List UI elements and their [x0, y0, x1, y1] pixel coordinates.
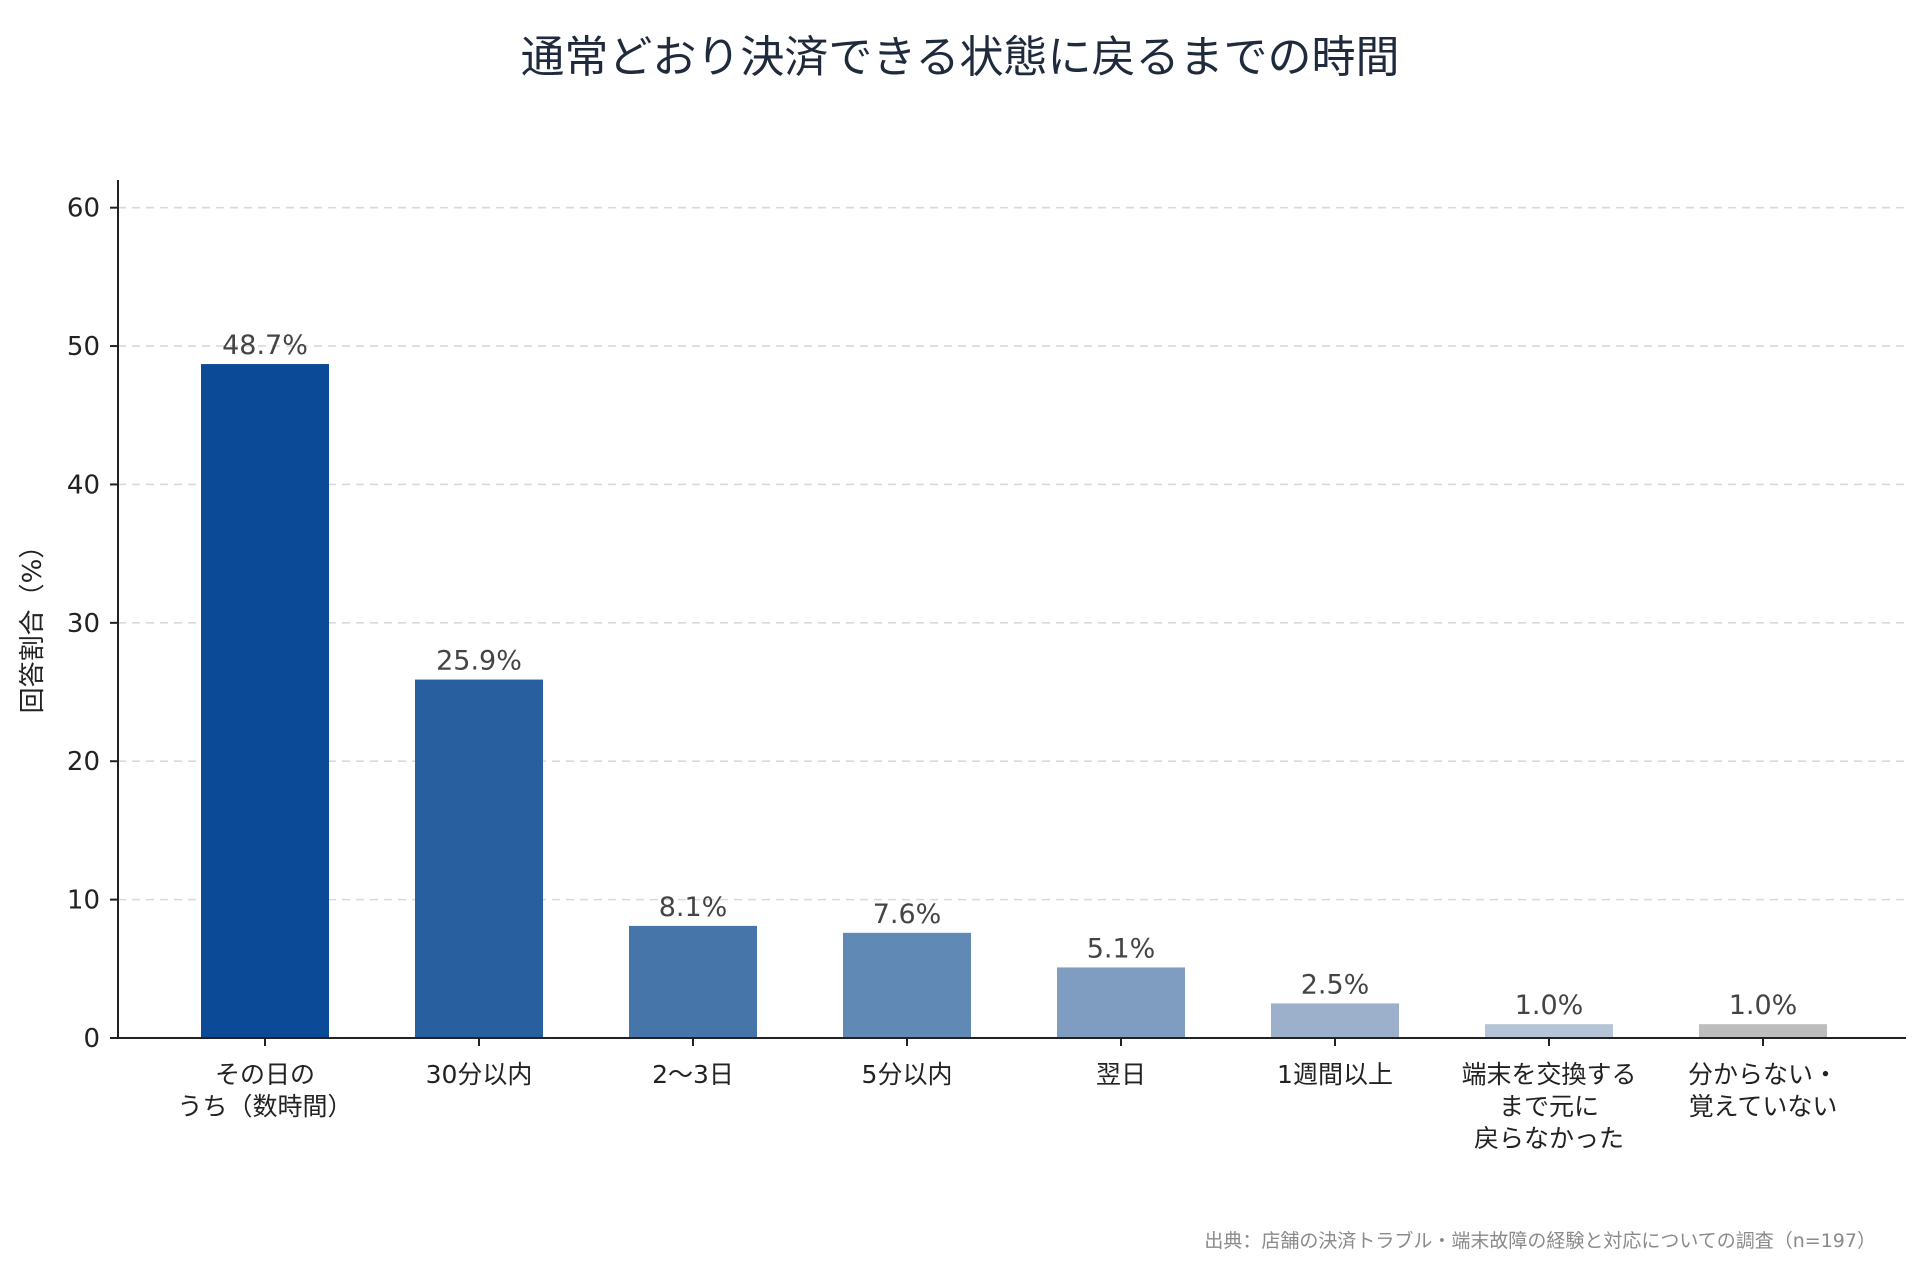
data-label: 1.0%: [1515, 990, 1584, 1021]
data-label: 7.6%: [873, 899, 942, 930]
x-tick-label: 翌日: [1096, 1060, 1146, 1089]
bar: [843, 932, 971, 1038]
y-axis: 0 10 20 30 40 50 60: [67, 180, 119, 1054]
x-tick-label: 端末を交換する: [1461, 1060, 1636, 1089]
data-label: 48.7%: [222, 330, 308, 361]
bars: 48.7% 25.9% 8.1% 7.6% 5.1% 2.5% 1.0% 1.0%: [201, 330, 1827, 1039]
data-label: 1.0%: [1729, 990, 1798, 1021]
bar: [1271, 1003, 1399, 1038]
data-label: 25.9%: [436, 646, 522, 677]
x-tick-label: まで元に: [1499, 1092, 1599, 1121]
chart-title: 通常どおり決済できる状態に戻るまでの時間: [520, 32, 1399, 83]
bar: [1699, 1024, 1827, 1038]
x-tick-label: 分からない・: [1688, 1060, 1838, 1089]
source-note: 出典：店舗の決済トラブル・端末故障の経験と対応についての調査（n=197）: [1204, 1229, 1876, 1252]
y-axis-label: 回答割合（%）: [18, 533, 48, 714]
data-label: 2.5%: [1301, 969, 1370, 1000]
data-label: 8.1%: [659, 892, 728, 923]
y-tick-label: 50: [67, 332, 100, 362]
x-tick-label: うち（数時間）: [177, 1092, 352, 1121]
y-tick-label: 10: [67, 886, 100, 916]
x-tick-label: 30分以内: [426, 1060, 533, 1089]
x-tick-label: 1週間以上: [1277, 1060, 1393, 1089]
bar: [629, 925, 757, 1038]
y-tick-label: 40: [67, 470, 100, 500]
x-tick-label: 5分以内: [862, 1060, 953, 1089]
gridlines: [118, 206, 1906, 901]
x-tick-label: 戻らなかった: [1474, 1124, 1624, 1153]
y-tick-label: 60: [67, 194, 100, 224]
bar: [201, 364, 329, 1039]
data-label: 5.1%: [1087, 933, 1156, 964]
y-tick-label: 20: [67, 747, 100, 777]
bar: [1485, 1024, 1613, 1038]
x-tick-label: 覚えていない: [1689, 1092, 1838, 1121]
x-tick-label: 2〜3日: [652, 1060, 734, 1089]
x-tick-label: その日の: [215, 1060, 315, 1089]
bar: [415, 679, 543, 1038]
y-tick-label: 0: [83, 1024, 100, 1054]
bar: [1057, 967, 1185, 1038]
y-tick-label: 30: [67, 609, 100, 639]
